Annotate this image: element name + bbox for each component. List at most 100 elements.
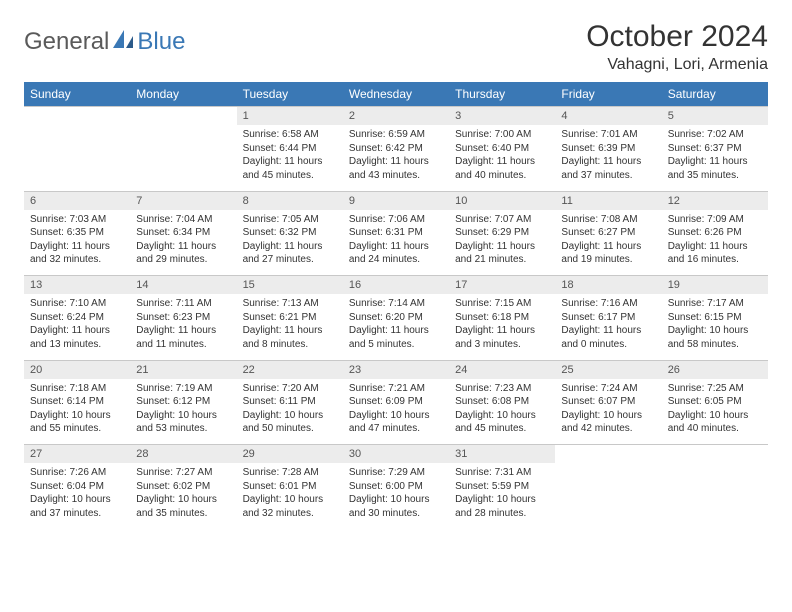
sunset-text: Sunset: 6:02 PM [136, 480, 230, 494]
day-content-cell: Sunrise: 7:15 AMSunset: 6:18 PMDaylight:… [449, 294, 555, 360]
sunrise-text: Sunrise: 7:08 AM [561, 213, 655, 227]
daylight-text: Daylight: 11 hours [561, 324, 655, 338]
daylight-text: Daylight: 11 hours [668, 240, 762, 254]
sunrise-text: Sunrise: 7:15 AM [455, 297, 549, 311]
sunset-text: Sunset: 6:31 PM [349, 226, 443, 240]
sunset-text: Sunset: 6:32 PM [243, 226, 337, 240]
sunset-text: Sunset: 6:26 PM [668, 226, 762, 240]
day-content-cell: Sunrise: 7:04 AMSunset: 6:34 PMDaylight:… [130, 210, 236, 276]
day-number-cell: 15 [237, 276, 343, 295]
day-content-cell [24, 125, 130, 191]
sunrise-text: Sunrise: 7:10 AM [30, 297, 124, 311]
sunset-text: Sunset: 6:23 PM [136, 311, 230, 325]
day-number-cell [130, 107, 236, 126]
sunset-text: Sunset: 6:29 PM [455, 226, 549, 240]
day-number-cell: 19 [662, 276, 768, 295]
sunrise-text: Sunrise: 7:23 AM [455, 382, 549, 396]
day-number-cell [555, 445, 661, 464]
sunrise-text: Sunrise: 7:09 AM [668, 213, 762, 227]
weekday-header: Thursday [449, 82, 555, 107]
daylight-text: Daylight: 11 hours [561, 240, 655, 254]
day-number-cell: 16 [343, 276, 449, 295]
weekday-header: Saturday [662, 82, 768, 107]
day-number-cell: 24 [449, 360, 555, 379]
daylight-text: and 24 minutes. [349, 253, 443, 267]
day-number-cell: 2 [343, 107, 449, 126]
sunrise-text: Sunrise: 6:59 AM [349, 128, 443, 142]
location: Vahagni, Lori, Armenia [586, 56, 768, 74]
sunset-text: Sunset: 6:07 PM [561, 395, 655, 409]
day-content-cell: Sunrise: 7:28 AMSunset: 6:01 PMDaylight:… [237, 463, 343, 529]
sunrise-text: Sunrise: 7:06 AM [349, 213, 443, 227]
day-number-row: 2728293031 [24, 445, 768, 464]
daylight-text: and 5 minutes. [349, 338, 443, 352]
day-content-cell: Sunrise: 6:59 AMSunset: 6:42 PMDaylight:… [343, 125, 449, 191]
day-number-row: 13141516171819 [24, 276, 768, 295]
daylight-text: and 16 minutes. [668, 253, 762, 267]
day-number-cell [662, 445, 768, 464]
day-content-cell: Sunrise: 7:16 AMSunset: 6:17 PMDaylight:… [555, 294, 661, 360]
daylight-text: Daylight: 11 hours [455, 324, 549, 338]
sunrise-text: Sunrise: 7:11 AM [136, 297, 230, 311]
daylight-text: and 0 minutes. [561, 338, 655, 352]
day-content-cell: Sunrise: 7:03 AMSunset: 6:35 PMDaylight:… [24, 210, 130, 276]
day-content-cell: Sunrise: 7:17 AMSunset: 6:15 PMDaylight:… [662, 294, 768, 360]
sunset-text: Sunset: 6:11 PM [243, 395, 337, 409]
sunrise-text: Sunrise: 7:27 AM [136, 466, 230, 480]
day-content-cell: Sunrise: 7:26 AMSunset: 6:04 PMDaylight:… [24, 463, 130, 529]
daylight-text: and 32 minutes. [30, 253, 124, 267]
weekday-header: Monday [130, 82, 236, 107]
day-content-cell: Sunrise: 7:31 AMSunset: 5:59 PMDaylight:… [449, 463, 555, 529]
day-content-row: Sunrise: 6:58 AMSunset: 6:44 PMDaylight:… [24, 125, 768, 191]
daylight-text: and 40 minutes. [455, 169, 549, 183]
sunrise-text: Sunrise: 7:05 AM [243, 213, 337, 227]
sunset-text: Sunset: 6:09 PM [349, 395, 443, 409]
day-number-cell: 14 [130, 276, 236, 295]
sunset-text: Sunset: 6:01 PM [243, 480, 337, 494]
daylight-text: Daylight: 11 hours [561, 155, 655, 169]
sunset-text: Sunset: 6:39 PM [561, 142, 655, 156]
sunrise-text: Sunrise: 7:25 AM [668, 382, 762, 396]
sunrise-text: Sunrise: 7:02 AM [668, 128, 762, 142]
day-content-cell: Sunrise: 7:08 AMSunset: 6:27 PMDaylight:… [555, 210, 661, 276]
day-number-row: 6789101112 [24, 191, 768, 210]
day-number-cell: 25 [555, 360, 661, 379]
sunset-text: Sunset: 6:20 PM [349, 311, 443, 325]
daylight-text: Daylight: 10 hours [243, 409, 337, 423]
sunrise-text: Sunrise: 7:29 AM [349, 466, 443, 480]
calendar-table: Sunday Monday Tuesday Wednesday Thursday… [24, 82, 768, 529]
daylight-text: and 53 minutes. [136, 422, 230, 436]
day-number-row: 20212223242526 [24, 360, 768, 379]
daylight-text: Daylight: 10 hours [30, 493, 124, 507]
daylight-text: Daylight: 11 hours [349, 155, 443, 169]
daylight-text: and 21 minutes. [455, 253, 549, 267]
daylight-text: and 11 minutes. [136, 338, 230, 352]
logo-text-blue: Blue [137, 28, 185, 56]
daylight-text: and 27 minutes. [243, 253, 337, 267]
daylight-text: and 43 minutes. [349, 169, 443, 183]
daylight-text: Daylight: 11 hours [243, 240, 337, 254]
sunset-text: Sunset: 6:05 PM [668, 395, 762, 409]
day-number-cell: 17 [449, 276, 555, 295]
day-number-cell [24, 107, 130, 126]
daylight-text: and 42 minutes. [561, 422, 655, 436]
month-title: October 2024 [586, 20, 768, 54]
daylight-text: Daylight: 10 hours [136, 409, 230, 423]
day-content-cell: Sunrise: 7:29 AMSunset: 6:00 PMDaylight:… [343, 463, 449, 529]
sunset-text: Sunset: 6:14 PM [30, 395, 124, 409]
sunrise-text: Sunrise: 7:13 AM [243, 297, 337, 311]
daylight-text: and 29 minutes. [136, 253, 230, 267]
weekday-header: Friday [555, 82, 661, 107]
daylight-text: and 37 minutes. [561, 169, 655, 183]
daylight-text: and 19 minutes. [561, 253, 655, 267]
day-content-cell: Sunrise: 7:01 AMSunset: 6:39 PMDaylight:… [555, 125, 661, 191]
sunset-text: Sunset: 6:04 PM [30, 480, 124, 494]
day-content-row: Sunrise: 7:26 AMSunset: 6:04 PMDaylight:… [24, 463, 768, 529]
sunset-text: Sunset: 6:24 PM [30, 311, 124, 325]
daylight-text: Daylight: 11 hours [455, 155, 549, 169]
day-content-cell [555, 463, 661, 529]
sunrise-text: Sunrise: 7:17 AM [668, 297, 762, 311]
day-content-cell: Sunrise: 6:58 AMSunset: 6:44 PMDaylight:… [237, 125, 343, 191]
logo-text-general: General [24, 28, 109, 56]
weekday-header: Tuesday [237, 82, 343, 107]
